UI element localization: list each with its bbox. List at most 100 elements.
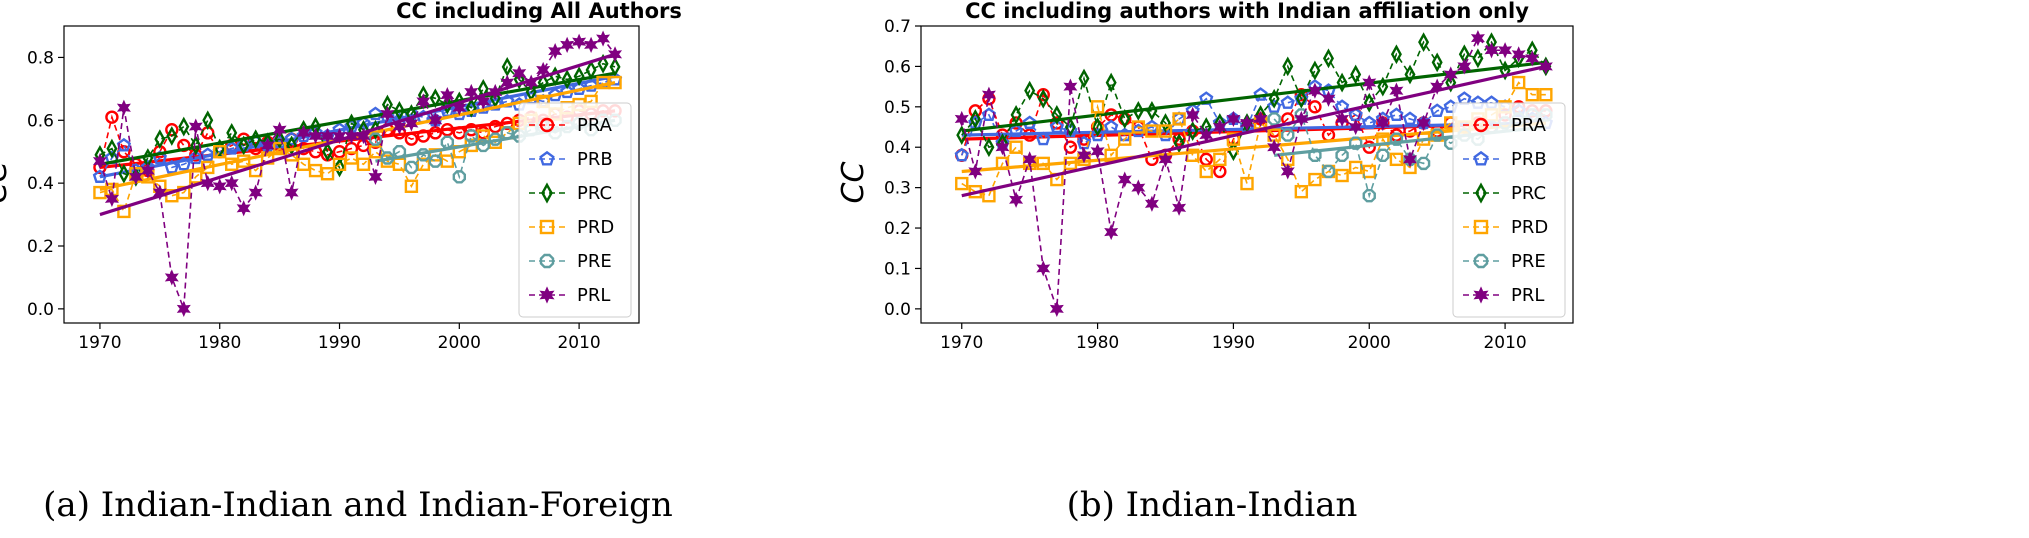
data-point (465, 97, 477, 118)
data-point (1323, 48, 1334, 69)
data-point (1009, 140, 1023, 154)
data-point (1402, 111, 1418, 126)
legend-marker (539, 286, 555, 304)
legend-box (518, 102, 632, 318)
data-point (1268, 88, 1280, 109)
y-tick-label: 0.6 (884, 57, 911, 77)
data-point (189, 170, 203, 184)
legend-marker (539, 150, 555, 166)
data-point (1308, 148, 1322, 162)
data-point (1280, 163, 1295, 180)
legend-marker (1473, 117, 1489, 133)
axes-frame (920, 25, 1574, 324)
series-line-pra (960, 92, 1546, 173)
data-point (1307, 82, 1322, 99)
data-point (995, 156, 1010, 171)
data-point (238, 135, 250, 156)
y-tick-label: 0.0 (884, 300, 911, 320)
data-point (1402, 151, 1418, 168)
data-point (1294, 91, 1309, 105)
data-point (1063, 156, 1078, 171)
data-point (584, 36, 599, 53)
legend-label: PRE (1511, 251, 1546, 272)
data-point (1103, 119, 1119, 134)
data-point (1445, 72, 1457, 93)
data-point (1213, 164, 1227, 179)
data-point (1160, 113, 1171, 133)
data-point (1525, 87, 1539, 102)
data-point (452, 170, 466, 184)
data-point (393, 100, 405, 121)
data-point (92, 153, 107, 170)
data-point (1308, 172, 1322, 187)
data-point (212, 178, 227, 195)
data-point (1457, 58, 1472, 75)
data-point (488, 83, 503, 101)
data-point (585, 60, 597, 80)
data-point (1430, 78, 1445, 95)
data-point (1117, 171, 1132, 188)
data-point (1118, 132, 1132, 146)
data-point (1049, 300, 1064, 317)
data-point (995, 139, 1010, 156)
data-point (1172, 199, 1187, 216)
data-point (224, 175, 239, 192)
data-point (213, 145, 227, 159)
data-point (286, 135, 298, 156)
data-point (1226, 132, 1241, 146)
data-point (1253, 87, 1268, 101)
data-point (404, 160, 419, 175)
legend-entry-prl: PRL (1463, 285, 1544, 306)
data-point (1146, 100, 1158, 121)
legend-marker (539, 219, 555, 235)
data-point (236, 200, 251, 217)
subfigure-caption: (b) Indian-Indian (1067, 485, 1358, 525)
legend-entry-prd: PRD (1463, 217, 1548, 238)
legend-label: PRA (1511, 115, 1547, 136)
legend-label: PRC (577, 183, 612, 204)
y-tick-label: 0.2 (27, 237, 54, 257)
chart-panel-b: CC including authors with Indian affilia… (836, 0, 1574, 525)
data-point (1266, 99, 1282, 113)
data-point (609, 56, 621, 77)
legend-marker (541, 182, 553, 204)
data-point (272, 121, 287, 138)
data-point (200, 147, 215, 161)
y-tick-label: 0.1 (884, 259, 911, 279)
data-point (284, 184, 299, 201)
data-point (983, 137, 995, 158)
data-point (501, 56, 513, 77)
data-point (1418, 32, 1430, 53)
data-point (597, 53, 609, 74)
data-point (188, 118, 203, 135)
data-point (608, 46, 623, 63)
data-point (416, 129, 431, 143)
data-point (1348, 136, 1363, 150)
data-point (1010, 105, 1022, 125)
data-point (1295, 88, 1307, 109)
data-point (1309, 60, 1321, 81)
data-point (1144, 195, 1159, 212)
data-point (513, 69, 525, 90)
y-tick-label: 0.5 (884, 98, 911, 118)
data-point (573, 66, 585, 87)
data-point (429, 88, 441, 109)
data-point (428, 154, 443, 168)
data-point (368, 106, 383, 121)
data-point (1348, 118, 1363, 136)
data-point (1376, 148, 1390, 162)
data-point (368, 132, 383, 146)
legend-label: PRB (577, 149, 613, 170)
data-point (200, 175, 215, 192)
data-point (1131, 120, 1146, 134)
chart-title: CC including All Authors (396, 0, 682, 23)
data-point (500, 74, 515, 91)
x-tick-label: 1970 (78, 333, 121, 353)
data-point (1131, 179, 1146, 196)
data-point (1049, 119, 1065, 134)
data-point (1443, 66, 1458, 83)
data-point (1430, 128, 1444, 142)
y-tick-label: 0.0 (27, 300, 54, 320)
data-point (380, 105, 395, 123)
legend-marker (1473, 150, 1489, 166)
